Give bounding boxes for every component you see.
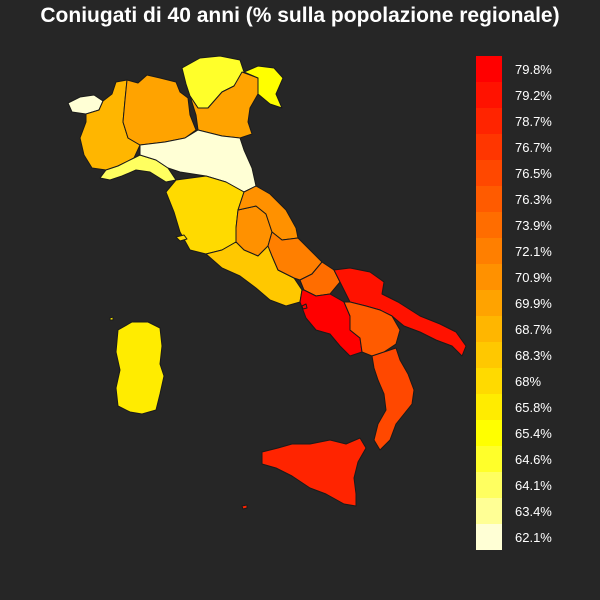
legend-item: 76.3%	[476, 186, 586, 212]
region-calabria	[371, 347, 415, 451]
legend-swatch	[476, 394, 502, 420]
region-friuli-venezia-giulia	[243, 65, 284, 109]
legend-swatch	[476, 446, 502, 472]
legend-item: 79.2%	[476, 82, 586, 108]
legend-swatch	[476, 342, 502, 368]
legend: 79.8% 79.2% 78.7% 76.7% 76.5% 76.3% 73.9% 72.1%…	[476, 56, 586, 550]
legend-swatch	[476, 368, 502, 394]
legend-label: 76.3%	[515, 192, 552, 207]
legend-label: 73.9%	[515, 218, 552, 233]
legend-swatch	[476, 316, 502, 342]
legend-item: 76.5%	[476, 160, 586, 186]
region-sardegna	[115, 321, 165, 415]
island-small-sardinia	[109, 316, 114, 321]
legend-item: 62.1%	[476, 524, 586, 550]
legend-item: 64.6%	[476, 446, 586, 472]
legend-swatch	[476, 82, 502, 108]
legend-label: 65.8%	[515, 400, 552, 415]
legend-label: 64.1%	[515, 478, 552, 493]
legend-item: 68%	[476, 368, 586, 394]
legend-item: 64.1%	[476, 472, 586, 498]
legend-item: 65.4%	[476, 420, 586, 446]
legend-item: 68.7%	[476, 316, 586, 342]
chart-title: Coniugati di 40 anni (% sulla popolazion…	[40, 4, 560, 27]
legend-label: 72.1%	[515, 244, 552, 259]
legend-label: 64.6%	[515, 452, 552, 467]
region-toscana	[165, 175, 245, 255]
legend-label: 69.9%	[515, 296, 552, 311]
region-lombardia	[122, 74, 197, 146]
legend-swatch	[476, 264, 502, 290]
legend-item: 76.7%	[476, 134, 586, 160]
legend-swatch	[476, 108, 502, 134]
legend-swatch	[476, 290, 502, 316]
legend-swatch	[476, 212, 502, 238]
legend-label: 79.8%	[515, 62, 552, 77]
legend-swatch	[476, 524, 502, 550]
region-basilicata	[343, 301, 401, 357]
region-piemonte	[79, 79, 141, 171]
island-elba	[175, 234, 188, 242]
legend-label: 76.7%	[515, 140, 552, 155]
island-small-sicily	[241, 504, 248, 510]
legend-swatch	[476, 498, 502, 524]
legend-label: 70.9%	[515, 270, 552, 285]
legend-label: 68.3%	[515, 348, 552, 363]
legend-item: 70.9%	[476, 264, 586, 290]
legend-item: 68.3%	[476, 342, 586, 368]
legend-item: 69.9%	[476, 290, 586, 316]
legend-item: 79.8%	[476, 56, 586, 82]
legend-swatch	[476, 56, 502, 82]
legend-swatch	[476, 134, 502, 160]
legend-swatch	[476, 160, 502, 186]
legend-item: 65.8%	[476, 394, 586, 420]
island-small-tyrrhenian	[301, 303, 308, 310]
legend-label: 68.7%	[515, 322, 552, 337]
region-sicilia	[261, 437, 367, 507]
legend-label: 65.4%	[515, 426, 552, 441]
legend-swatch	[476, 238, 502, 264]
legend-item: 73.9%	[476, 212, 586, 238]
legend-label: 78.7%	[515, 114, 552, 129]
legend-item: 63.4%	[476, 498, 586, 524]
legend-label: 79.2%	[515, 88, 552, 103]
legend-swatch	[476, 186, 502, 212]
legend-label: 76.5%	[515, 166, 552, 181]
legend-label: 63.4%	[515, 504, 552, 519]
legend-item: 72.1%	[476, 238, 586, 264]
legend-label: 62.1%	[515, 530, 552, 545]
region-liguria	[99, 154, 177, 183]
legend-swatch	[476, 420, 502, 446]
legend-item: 78.7%	[476, 108, 586, 134]
legend-label: 68%	[515, 374, 542, 389]
legend-swatch	[476, 472, 502, 498]
